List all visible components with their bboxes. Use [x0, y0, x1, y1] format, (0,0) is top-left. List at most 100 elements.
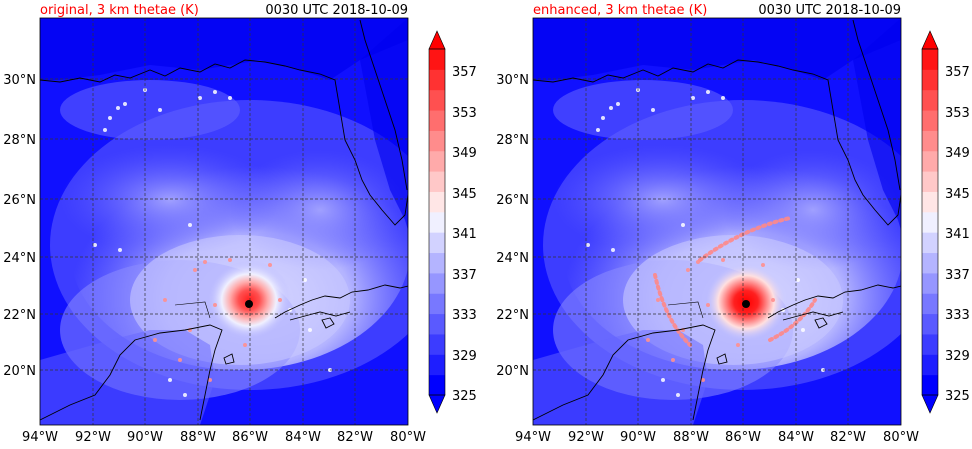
- panel-title-left: enhanced, 3 km thetae (K): [533, 3, 707, 18]
- y-tick: 26°N: [3, 193, 36, 208]
- colorbar-segment: [922, 171, 938, 192]
- y-tick: 28°N: [496, 133, 529, 148]
- cbar-tick: 337: [945, 268, 970, 283]
- x-tick: 90°W: [620, 430, 656, 445]
- cbar-tick: 325: [945, 389, 970, 404]
- gridlines: [40, 18, 408, 425]
- y-axis-ticks: 30°N 28°N 26°N 24°N 22°N 20°N: [496, 73, 529, 379]
- y-tick: 26°N: [496, 193, 529, 208]
- colorbar-segment: [922, 69, 938, 91]
- colorbar-extend-low: [428, 394, 446, 414]
- map-panel-original: original, 3 km thetae (K) 0030 UTC 2018-…: [3, 3, 477, 445]
- colorbar-segment: [429, 354, 445, 376]
- x-tick: 86°W: [232, 430, 268, 445]
- colorbar-segment: [429, 69, 445, 91]
- thetae-field-original: [40, 18, 408, 425]
- y-tick: 20°N: [3, 364, 36, 379]
- colorbar-segment: [429, 150, 445, 172]
- colorbar-segment: [922, 313, 938, 335]
- cbar-tick: 357: [452, 65, 477, 80]
- colorbar-segment: [922, 252, 938, 274]
- x-axis-ticks: 94°W 92°W 90°W 88°W 86°W 84°W 82°W 80°W: [515, 430, 919, 445]
- x-tick: 94°W: [22, 430, 58, 445]
- cbar-tick: 349: [452, 146, 477, 161]
- y-tick: 24°N: [3, 251, 36, 266]
- cbar-tick: 341: [452, 227, 477, 242]
- cbar-tick: 357: [945, 65, 970, 80]
- colorbar-segment: [922, 211, 938, 233]
- gridlines: [533, 18, 901, 425]
- colorbar-segment: [429, 272, 445, 294]
- colorbar-extend-high: [921, 30, 939, 50]
- coastlines: [40, 19, 408, 421]
- colorbar-segment: [429, 333, 445, 355]
- colorbar-segment: [429, 232, 445, 254]
- colorbar-segment: [429, 211, 445, 233]
- colorbar-segment: [429, 313, 445, 335]
- cbar-tick: 345: [945, 187, 970, 202]
- colorbar-segment: [922, 374, 938, 396]
- colorbar-original: 357 353 349 345 341 337 333 329 325: [428, 30, 477, 414]
- colorbar-segment: [922, 110, 938, 131]
- colorbar-segment: [429, 89, 445, 111]
- colorbar-ticks: 357 353 349 345 341 337 333 329 325: [452, 65, 477, 404]
- x-tick: 90°W: [127, 430, 163, 445]
- colorbar-segment: [429, 130, 445, 152]
- y-tick: 22°N: [3, 308, 36, 323]
- x-tick: 86°W: [725, 430, 761, 445]
- colorbar-segment: [922, 354, 938, 376]
- colorbar-segment: [922, 293, 938, 315]
- colorbar-segment: [429, 252, 445, 274]
- x-tick: 84°W: [285, 430, 321, 445]
- x-tick: 92°W: [75, 430, 111, 445]
- x-tick: 88°W: [673, 430, 709, 445]
- y-tick: 22°N: [496, 308, 529, 323]
- colorbar-segment: [429, 191, 445, 213]
- cbar-tick: 325: [452, 389, 477, 404]
- colorbar-segment: [922, 150, 938, 172]
- colorbar-segment: [429, 110, 445, 131]
- cbar-tick: 349: [945, 146, 970, 161]
- map-panel-enhanced: enhanced, 3 km thetae (K) 0030 UTC 2018-…: [496, 3, 970, 445]
- x-tick: 80°W: [883, 430, 919, 445]
- storm-center-marker: [742, 300, 750, 308]
- panel-title-right: 0030 UTC 2018-10-09: [265, 3, 408, 18]
- cbar-tick: 333: [452, 308, 477, 323]
- y-axis-ticks: 30°N 28°N 26°N 24°N 22°N 20°N: [3, 73, 36, 379]
- x-tick: 94°W: [515, 430, 551, 445]
- y-tick: 28°N: [3, 133, 36, 148]
- cbar-tick: 329: [945, 349, 970, 364]
- colorbar-segment: [429, 293, 445, 315]
- colorbar-segment: [922, 272, 938, 294]
- cbar-tick: 337: [452, 268, 477, 283]
- x-axis-ticks: 94°W 92°W 90°W 88°W 86°W 84°W 82°W 80°W: [22, 430, 426, 445]
- y-tick: 30°N: [3, 73, 36, 88]
- coastlines: [533, 19, 901, 421]
- y-tick: 30°N: [496, 73, 529, 88]
- colorbar-segment: [922, 232, 938, 254]
- cbar-tick: 333: [945, 308, 970, 323]
- colorbar-segment: [429, 374, 445, 396]
- colorbar-segment: [922, 130, 938, 152]
- cbar-tick: 341: [945, 227, 970, 242]
- colorbar-extend-low: [921, 394, 939, 414]
- colorbar-segment: [922, 49, 938, 70]
- thetae-field-enhanced: [533, 18, 901, 425]
- colorbar-segment: [429, 49, 445, 70]
- cbar-tick: 345: [452, 187, 477, 202]
- y-tick: 24°N: [496, 251, 529, 266]
- x-tick: 80°W: [390, 430, 426, 445]
- panel-title-right: 0030 UTC 2018-10-09: [758, 3, 901, 18]
- y-tick: 20°N: [496, 364, 529, 379]
- x-tick: 82°W: [337, 430, 373, 445]
- colorbar-extend-high: [428, 30, 446, 50]
- x-tick: 82°W: [830, 430, 866, 445]
- colorbar-segment: [922, 191, 938, 213]
- panel-title-left: original, 3 km thetae (K): [40, 3, 199, 18]
- colorbar-ticks: 357 353 349 345 341 337 333 329 325: [945, 65, 970, 404]
- x-tick: 88°W: [180, 430, 216, 445]
- cbar-tick: 353: [945, 106, 970, 121]
- cbar-tick: 353: [452, 106, 477, 121]
- colorbar-enhanced: 357 353 349 345 341 337 333 329 325: [921, 30, 970, 414]
